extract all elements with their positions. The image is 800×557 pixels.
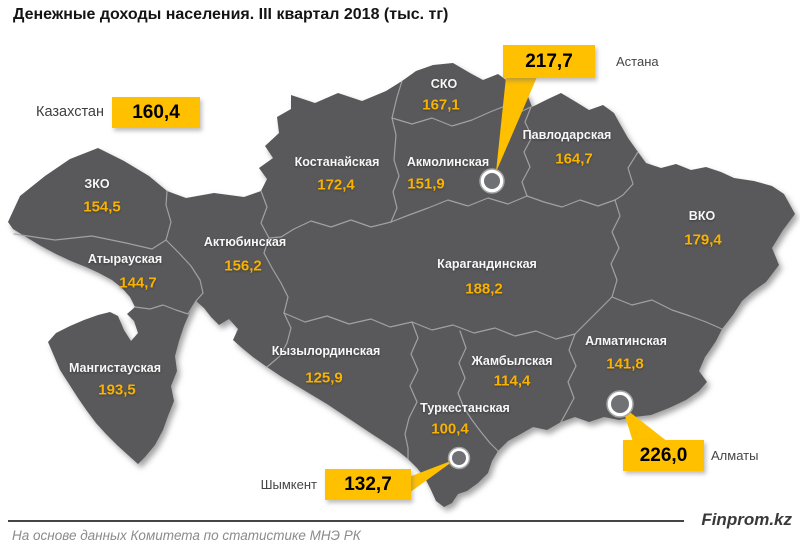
region-value-akmola: 151,9 <box>407 175 445 193</box>
region-value-zko: 154,5 <box>83 198 121 216</box>
callout-pointers <box>409 77 668 493</box>
region-value-sko: 167,1 <box>422 96 460 114</box>
region-name-zhambyl: Жамбылская <box>471 354 553 368</box>
almaty-label: Алматы <box>711 448 759 463</box>
astana-pointer <box>496 77 537 172</box>
region-value-kyzylorda: 125,9 <box>305 369 343 387</box>
region-borders <box>13 80 723 460</box>
astana-value-callout: 217,7 <box>503 45 595 78</box>
region-name-kyzylorda: Кызылординская <box>271 344 381 358</box>
region-name-mangystau: Мангистауская <box>68 361 162 375</box>
shymkent-label: Шымкент <box>260 477 317 492</box>
region-value-kostanay: 172,4 <box>317 176 355 194</box>
region-name-pavlodar: Павлодарская <box>522 128 612 142</box>
brand-logo: Finprom.kz <box>701 510 792 529</box>
page-title: Денежные доходы населения. III квартал 2… <box>13 6 449 23</box>
region-value-pavlodar: 164,7 <box>555 150 593 168</box>
astana-label: Астана <box>616 54 659 69</box>
region-value-karaganda: 188,2 <box>465 280 503 298</box>
region-name-vko: ВКО <box>688 209 716 223</box>
shymkent-pointer <box>409 459 456 493</box>
region-value-vko: 179,4 <box>684 231 722 249</box>
country-shape <box>8 63 795 507</box>
region-value-mangystau: 193,5 <box>98 381 136 399</box>
footer-divider <box>8 520 684 522</box>
region-name-atyrau: Атырауская <box>87 252 163 266</box>
region-name-zko: ЗКО <box>84 177 110 191</box>
region-value-atyrau: 144,7 <box>119 274 157 292</box>
almaty-pointer <box>622 406 668 442</box>
region-value-aktobe: 156,2 <box>224 257 262 275</box>
region-value-almaty-obl: 141,8 <box>606 355 644 373</box>
source-note: На основе данных Комитета по статистике … <box>12 528 361 543</box>
region-value-turkestan: 100,4 <box>431 420 469 438</box>
national-label: Казахстан <box>36 104 104 120</box>
region-name-sko: СКО <box>430 77 458 91</box>
shymkent-value-callout: 132,7 <box>325 469 411 500</box>
region-name-almaty-obl: Алматинская <box>585 334 667 348</box>
region-name-turkestan: Туркестанская <box>420 401 510 415</box>
region-name-karaganda: Карагандинская <box>437 257 537 271</box>
region-value-zhambyl: 114,4 <box>493 372 531 390</box>
almaty-marker-icon <box>606 390 634 418</box>
region-name-kostanay: Костанайская <box>294 155 380 169</box>
national-value-callout: 160,4 <box>112 97 200 128</box>
region-name-akmola: Акмолинская <box>406 155 490 169</box>
region-name-aktobe: Актюбинская <box>203 235 287 249</box>
almaty-value-callout: 226,0 <box>623 440 704 471</box>
city-markers <box>447 168 634 470</box>
astana-marker-icon <box>479 168 505 194</box>
shymkent-marker-icon <box>447 446 471 470</box>
